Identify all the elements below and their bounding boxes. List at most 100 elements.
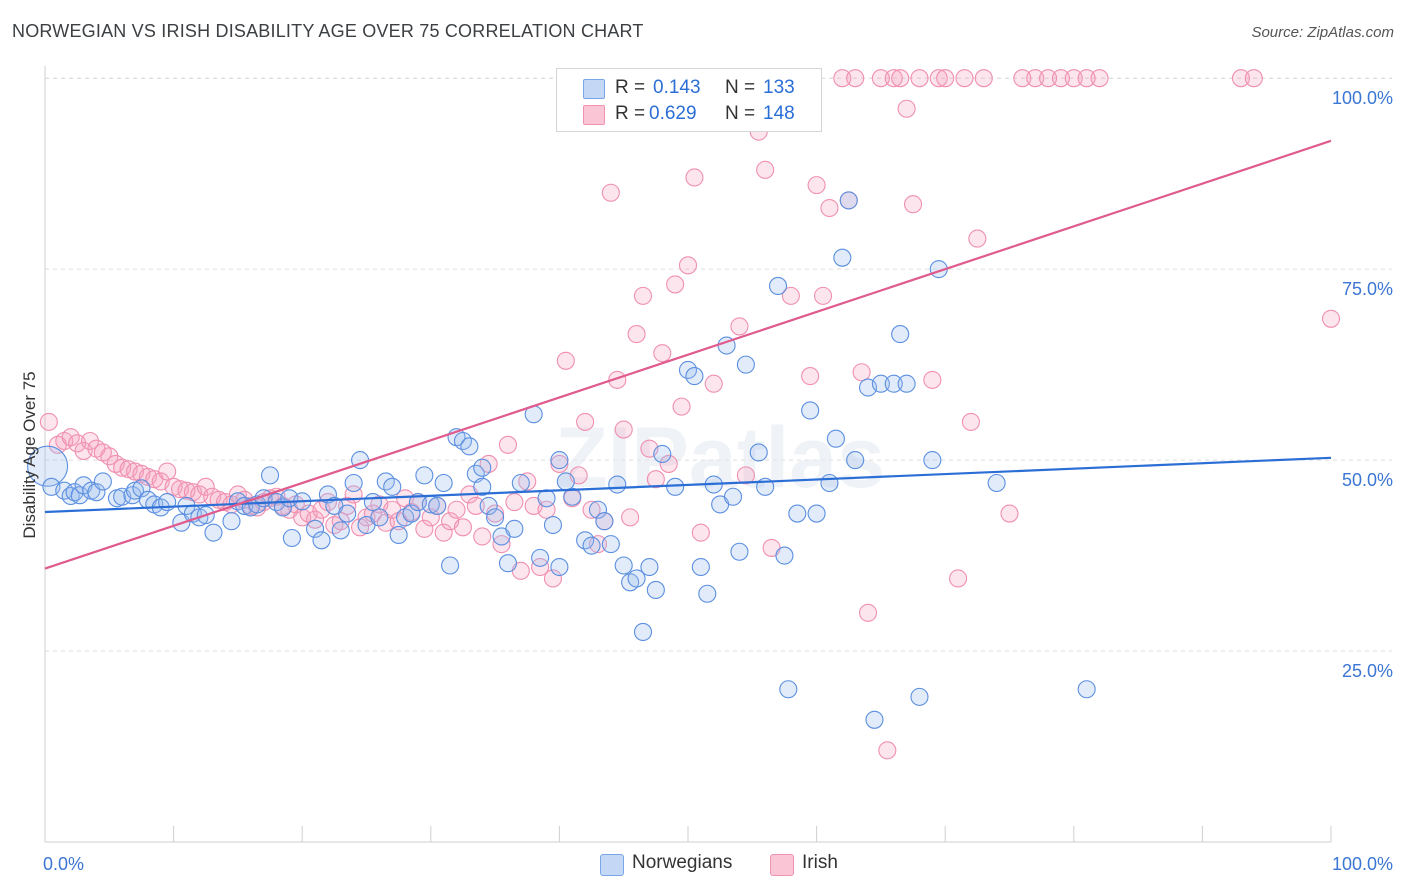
irish-point	[1064, 69, 1083, 88]
norwegian-point	[415, 466, 434, 485]
irish-point	[968, 229, 987, 248]
norwegian-point	[891, 325, 910, 344]
norwegian-point	[312, 531, 331, 550]
norwegian-point	[865, 710, 884, 729]
norwegian-point	[601, 535, 620, 554]
irish-point	[614, 420, 633, 439]
irish-point	[1231, 69, 1251, 88]
norwegian-point	[338, 504, 357, 523]
irish-point	[923, 370, 942, 389]
norwegian-point	[987, 473, 1006, 493]
grid-lines	[45, 77, 1392, 652]
tick-labels: 25.0% 50.0% 75.0% 100.0% 0.0% 100.0%	[43, 88, 1393, 874]
norwegian-point	[820, 473, 839, 493]
watermark: ZIPatlas	[555, 410, 885, 506]
irish-point	[891, 69, 910, 88]
irish-point	[955, 69, 974, 88]
irish-point	[1090, 69, 1109, 88]
norwegian-point	[479, 496, 498, 515]
norwegian-point	[633, 622, 653, 642]
norwegian-point	[460, 437, 479, 456]
irish-point	[685, 168, 704, 187]
norwegian-point	[260, 466, 280, 485]
irish-point	[756, 160, 775, 179]
legend-swatch-norwegians	[583, 79, 605, 99]
legend-n-label: N =	[725, 77, 756, 98]
irish-point	[466, 496, 485, 515]
norwegian-point	[582, 536, 601, 555]
x-tick-label: 100.0%	[1332, 854, 1393, 874]
norwegian-point	[344, 473, 363, 493]
trend-lines	[44, 139, 1332, 570]
norwegian-point	[833, 248, 852, 267]
irish-point	[1077, 69, 1096, 88]
irish-point	[627, 325, 646, 344]
irish-point	[736, 466, 755, 485]
irish-point	[646, 470, 665, 489]
irish-point	[1000, 504, 1019, 523]
norwegian-point	[331, 521, 350, 540]
irish-point	[453, 518, 473, 537]
irish-point	[903, 195, 923, 214]
norwegian-point	[768, 276, 788, 295]
norwegian-point	[550, 557, 569, 577]
norwegian-point	[884, 374, 903, 393]
irish-swatch	[770, 854, 794, 876]
irish-point	[666, 275, 685, 294]
irish-point	[1039, 69, 1058, 88]
norwegian-point	[588, 500, 608, 519]
irish-point	[1013, 69, 1032, 88]
y-tick-label: 25.0%	[1342, 661, 1393, 681]
irish-point	[621, 508, 640, 527]
norwegian-point	[434, 473, 453, 493]
norwegian-point	[370, 508, 389, 527]
norwegian-point	[306, 519, 325, 538]
norwegian-point	[318, 485, 337, 504]
norwegian-point	[839, 191, 858, 210]
irish-point	[582, 500, 601, 519]
norwegian-point	[846, 451, 865, 470]
norwegian-point	[723, 487, 743, 506]
norwegian-point	[1077, 680, 1096, 699]
irish-point	[505, 493, 524, 512]
y-tick-label: 100.0%	[1332, 88, 1393, 108]
norwegian-point	[646, 580, 665, 599]
norwegian-point	[498, 554, 518, 573]
norwegian-point	[204, 523, 223, 542]
irish-point	[601, 183, 620, 202]
norwegian-point	[563, 487, 582, 506]
irish-point	[306, 510, 325, 529]
irish-point	[100, 447, 119, 466]
irish-point	[878, 741, 897, 760]
norwegians-trend-line	[44, 456, 1332, 514]
norwegian-point	[910, 687, 929, 706]
norwegian-point	[685, 367, 704, 386]
source-label: Source: ZipAtlas.com	[1251, 24, 1394, 41]
legend-swatch-irish	[583, 105, 605, 125]
norwegian-point	[807, 504, 826, 523]
norwegian-point	[537, 489, 556, 508]
norwegian-point	[608, 475, 627, 494]
legend-n-label: N =	[725, 103, 756, 124]
irish-point	[820, 198, 839, 218]
irish-point	[518, 472, 537, 491]
irish-point	[331, 512, 350, 531]
norwegian-point	[511, 473, 530, 493]
irish-point	[338, 496, 357, 515]
legend-r-label: R =	[615, 77, 646, 98]
norwegians-legend-label: Norwegians	[632, 852, 733, 873]
norwegian-points	[27, 191, 1096, 729]
irish-point	[961, 412, 980, 431]
irish-point	[833, 69, 852, 88]
norwegian-point	[222, 512, 241, 531]
irish-point	[691, 523, 710, 542]
norwegian-point	[801, 401, 820, 420]
norwegian-point	[93, 472, 112, 491]
norwegian-point	[132, 479, 151, 498]
norwegian-point	[595, 512, 614, 531]
irish-point	[1051, 69, 1070, 88]
irish-point	[846, 69, 865, 88]
norwegian-point	[730, 542, 749, 561]
legend-r-label: R =	[615, 103, 646, 124]
